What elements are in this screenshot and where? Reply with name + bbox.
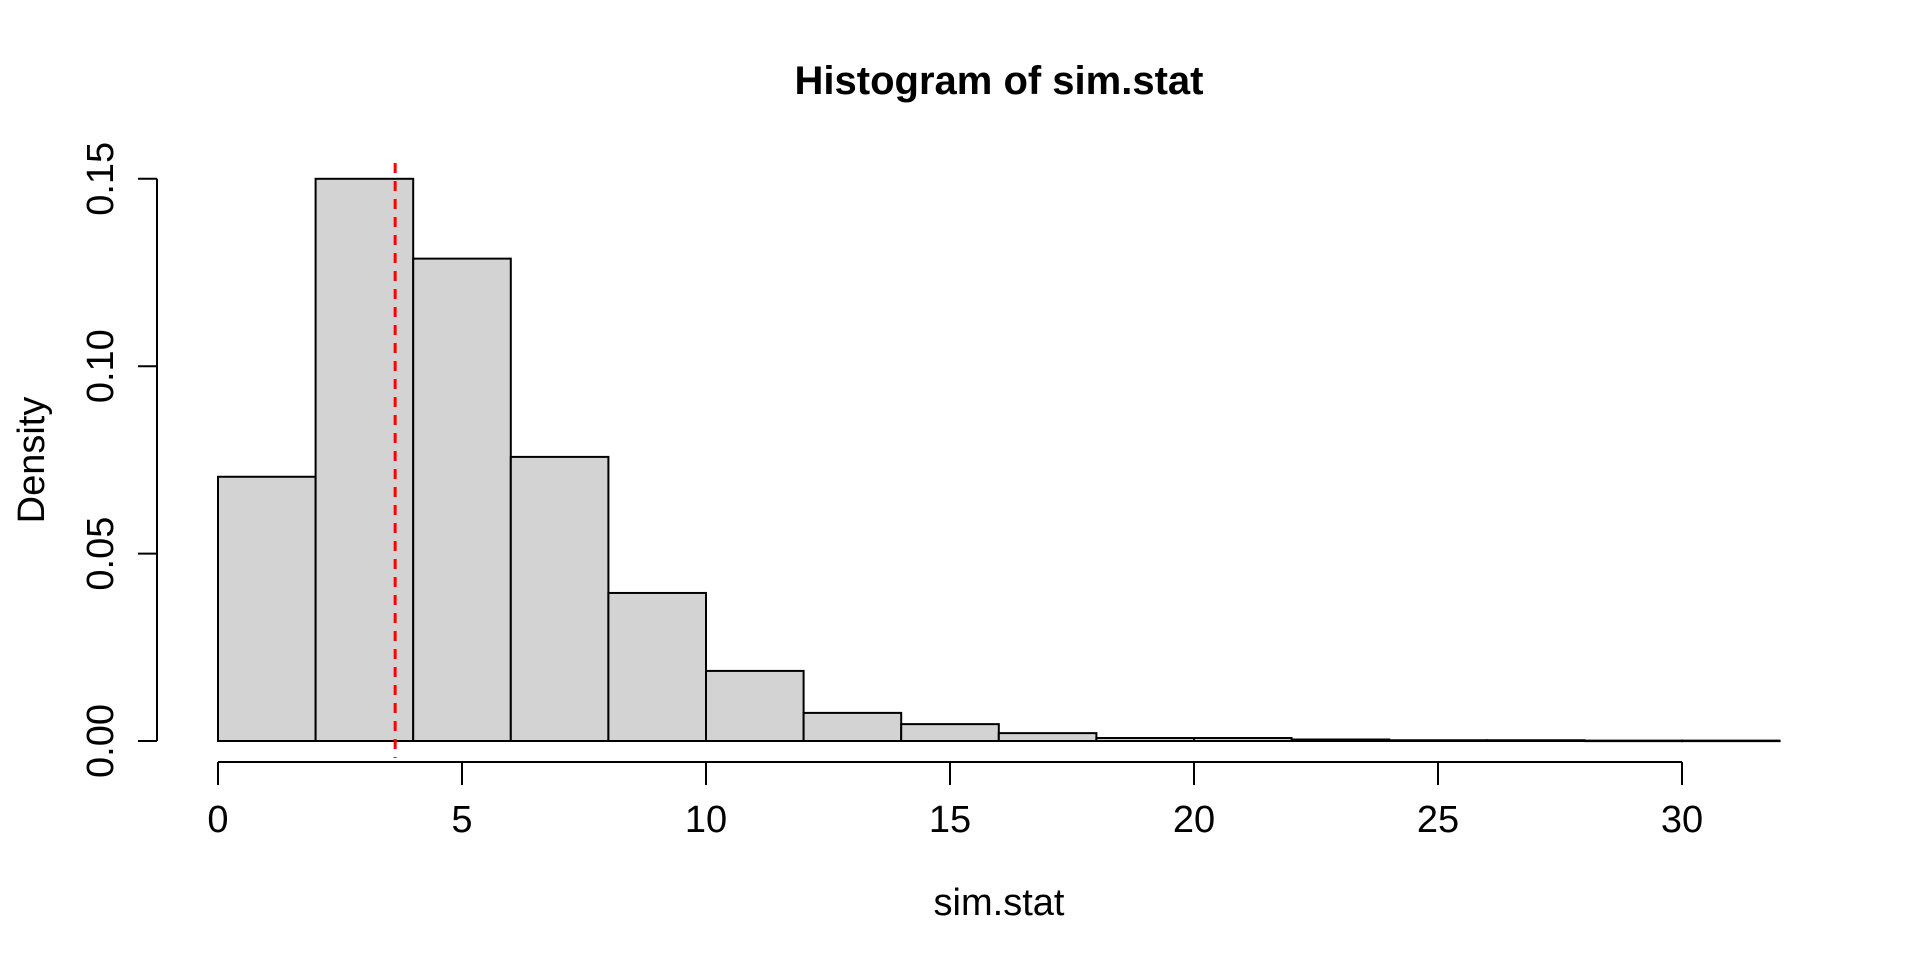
histogram-bar [607, 591, 708, 742]
x-tick-label: 5 [451, 799, 472, 841]
histogram-bar [802, 711, 903, 743]
y-tick-label: 0.05 [80, 517, 122, 591]
histogram-bar [412, 257, 512, 742]
histogram-bar [997, 732, 1098, 743]
x-tick-label: 0 [207, 799, 228, 841]
y-axis-label: Density [11, 397, 53, 524]
histogram-bar [1290, 738, 1391, 742]
histogram-bar [1681, 739, 1781, 743]
histogram-bar [1193, 737, 1293, 742]
y-tick-label: 0.15 [80, 142, 122, 216]
histogram-bar [1388, 739, 1488, 743]
x-axis-label: sim.stat [934, 882, 1065, 924]
histogram-bar [1095, 737, 1196, 742]
histogram-bar [1485, 739, 1586, 743]
histogram-bar [509, 455, 610, 742]
y-tick-label: 0.10 [80, 329, 122, 403]
x-tick-label: 10 [685, 799, 727, 841]
x-tick-label: 20 [1173, 799, 1215, 841]
x-tick-label: 30 [1661, 799, 1703, 841]
chart-title: Histogram of sim.stat [795, 59, 1204, 103]
x-tick-label: 25 [1417, 799, 1459, 841]
histogram-bar [314, 177, 415, 743]
histogram-bar [900, 723, 1000, 742]
y-tick-label: 0.00 [80, 704, 122, 778]
x-tick-label: 15 [929, 799, 971, 841]
histogram-bar [705, 669, 805, 743]
histogram-bar [217, 475, 317, 742]
histogram-bar [1583, 739, 1684, 743]
